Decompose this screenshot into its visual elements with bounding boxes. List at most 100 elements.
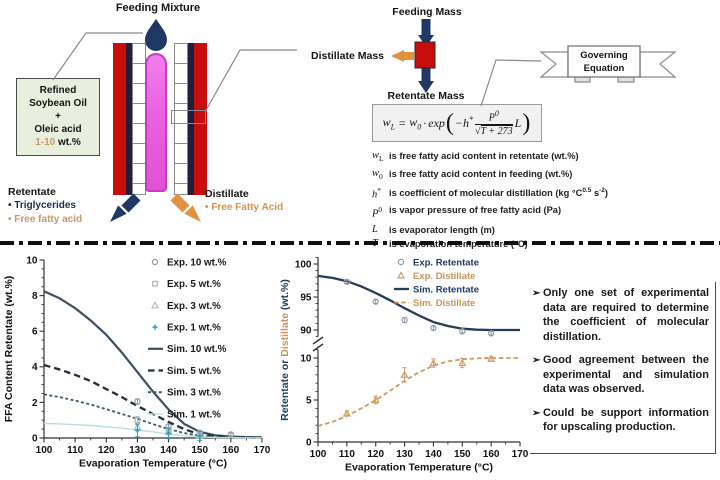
svg-text:100: 100 <box>310 449 327 460</box>
svg-text:Sim. Retentate: Sim. Retentate <box>413 284 479 295</box>
feed-droplet-icon <box>145 19 167 51</box>
svg-text:110: 110 <box>339 449 356 460</box>
variable-description: is vapor pressure of free fatty acid (Pa… <box>389 205 562 216</box>
retentate-stream-block: Retentate • Triglycerides • Free fatty ac… <box>8 185 118 226</box>
variable-symbol: w0 <box>372 167 383 181</box>
feed-box-line3: Oleic acid <box>34 124 82 135</box>
feed-box-range-line: 1-10 wt.% <box>17 136 99 149</box>
ffa-content-chart: 0 2 4 6 8 10 100 110 120 130 140 150 160 170 Exp. 10 w… <box>3 255 271 470</box>
svg-text:120: 120 <box>367 449 384 460</box>
governing-banner-text: Governing Equation <box>568 50 640 76</box>
svg-text:Exp. Distillate: Exp. Distillate <box>413 271 475 282</box>
svg-text:160: 160 <box>223 445 240 456</box>
svg-text:Sim. 5 wt.%: Sim. 5 wt.% <box>167 366 221 377</box>
svg-text:100: 100 <box>36 445 53 456</box>
svg-text:120: 120 <box>98 445 115 456</box>
evaporator-zoom-callout-rect <box>171 110 206 124</box>
finding-text: Good agreement between the experimental … <box>543 354 709 396</box>
evaporator-core <box>145 53 167 192</box>
svg-text:Evaporation Temperature (°C): Evaporation Temperature (°C) <box>345 462 493 474</box>
svg-text:Exp. 5 wt.%: Exp. 5 wt.% <box>167 279 221 290</box>
svg-text:10: 10 <box>26 255 38 266</box>
svg-text:140: 140 <box>425 449 442 460</box>
svg-text:8: 8 <box>32 291 38 302</box>
eq-equals: = <box>398 115 407 130</box>
variable-symbol: h* <box>372 186 381 201</box>
banner-line1: Governing <box>580 50 628 61</box>
svg-text:Sim. 1 wt.%: Sim. 1 wt.% <box>167 409 221 420</box>
stream-item: • Triglycerides <box>8 200 76 212</box>
evaporator-mini-icon <box>414 41 436 69</box>
finding-bullet: ➢ Could be support information for upscal… <box>532 406 709 435</box>
svg-text:Retentate or Distillate (wt.%): Retentate or Distillate (wt.%) <box>279 279 291 421</box>
bullet-arrow-icon: ➢ <box>532 355 541 367</box>
svg-text:100: 100 <box>295 259 312 270</box>
distillate-arrow-icon <box>170 193 201 222</box>
finding-bullet: ➢ Good agreement between the experimental… <box>532 353 709 397</box>
evaporator-wall-left-red <box>113 43 126 195</box>
governing-equation-box: wL = w0 · exp ( −h* P0 √T + 273 L ) <box>372 104 542 142</box>
svg-text:Exp. 10 wt.%: Exp. 10 wt.% <box>167 257 227 268</box>
svg-text:140: 140 <box>160 445 177 456</box>
distillate-title: Distillate <box>205 188 249 200</box>
svg-text:95: 95 <box>300 292 312 303</box>
finding-text: Could be support information for upscali… <box>543 406 709 434</box>
stream-item: • Free Fatty Acid <box>205 202 284 214</box>
distillate-mass-label: Distillate Mass <box>311 50 384 62</box>
feeding-mass-label: Feeding Mass <box>392 6 462 18</box>
variable-definitions: wL is free fatty acid content in retentat… <box>372 149 716 252</box>
evaporator-wall-right-red <box>194 43 207 195</box>
distillate-items: • Free Fatty Acid <box>205 201 315 215</box>
svg-text:90: 90 <box>300 325 312 336</box>
retentate-title: Retentate <box>8 186 56 198</box>
variable-description: is free fatty acid content in retentate … <box>389 151 579 161</box>
svg-text:150: 150 <box>191 445 208 456</box>
svg-text:170: 170 <box>512 449 528 460</box>
variable-symbol: P0 <box>372 205 383 220</box>
svg-text:Sim. Distillate: Sim. Distillate <box>413 298 475 309</box>
variable-description: is coefficient of molecular distillation… <box>389 187 609 199</box>
distillate-stream-block: Distillate • Free Fatty Acid <box>205 187 315 215</box>
feeding-mass-arrow-icon <box>418 19 434 47</box>
banner-line2: Equation <box>583 62 625 74</box>
variable-row: h* is coefficient of molecular distillati… <box>372 184 716 203</box>
eq-length-var: L <box>514 115 522 130</box>
eq-coef: −h* <box>454 115 474 130</box>
variable-row: P0 is vapor pressure of free fatty acid (… <box>372 203 716 222</box>
feed-box-plus: + <box>55 111 61 122</box>
feed-range-unit: wt.% <box>55 137 81 148</box>
eq-exp: exp <box>428 115 445 130</box>
eq-denominator: √T + 273 <box>475 125 513 138</box>
svg-text:Sim. 3 wt.%: Sim. 3 wt.% <box>167 388 221 399</box>
variable-description: is evaporator length (m) <box>389 224 495 235</box>
svg-text:6: 6 <box>32 327 38 338</box>
finding-text: Only one set of experimental data are re… <box>543 287 709 343</box>
eq-dot: · <box>423 115 427 130</box>
variable-description: is free fatty acid content in feeding (w… <box>389 168 573 179</box>
feed-box-line2: Soybean Oil <box>29 98 87 109</box>
bullet-arrow-icon: ➢ <box>532 288 541 299</box>
svg-text:110: 110 <box>67 445 84 456</box>
svg-text:4: 4 <box>32 362 38 373</box>
feed-box-line1: Refined <box>39 85 77 96</box>
feed-range-value: 1-10 <box>35 137 56 148</box>
findings-panel: ➢ Only one set of experimental data are r… <box>530 282 716 454</box>
svg-text:0: 0 <box>306 437 312 448</box>
variable-symbol: wL <box>372 150 384 164</box>
distillate-mass-callout-line <box>204 49 297 113</box>
svg-text:Exp. 1 wt.%: Exp. 1 wt.% <box>167 323 221 334</box>
variable-symbol: L <box>372 223 378 235</box>
finding-bullet: ➢ Only one set of experimental data are r… <box>532 286 709 344</box>
evaporator-wiper-left <box>132 43 146 195</box>
svg-text:150: 150 <box>454 449 471 460</box>
svg-text:Evaporation Temperature (°C): Evaporation Temperature (°C) <box>79 458 227 470</box>
evaporator-wall-right-navy <box>188 43 194 195</box>
bullet-arrow-icon: ➢ <box>532 407 541 419</box>
svg-text:Sim. 10 wt.%: Sim. 10 wt.% <box>167 344 227 355</box>
variable-row: w0 is free fatty acid content in feeding … <box>372 167 716 185</box>
svg-text:Exp. 3 wt.%: Exp. 3 wt.% <box>167 301 221 312</box>
feed-composition-box: Refined Soybean Oil + Oleic acid 1-10 wt… <box>16 78 100 156</box>
